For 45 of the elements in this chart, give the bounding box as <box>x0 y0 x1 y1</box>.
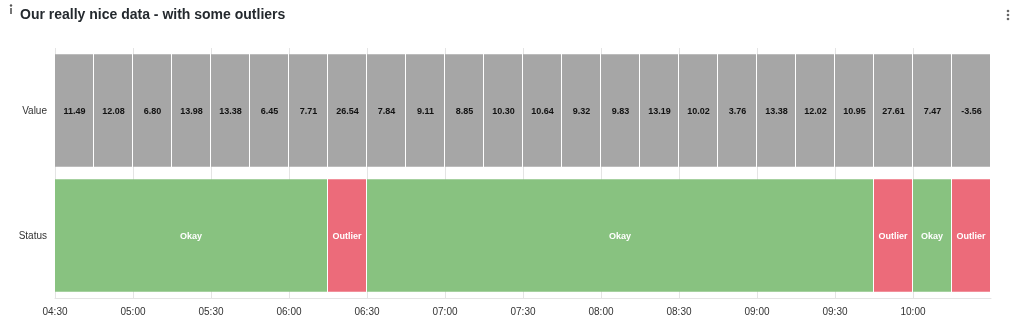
annotation: 12.08 <box>102 105 125 116</box>
x-tick-label: 08:30 <box>666 305 692 317</box>
x-tick-label: 05:30 <box>198 305 224 317</box>
annotation: 10.02 <box>687 105 710 116</box>
y-tick-label: Status <box>18 230 47 241</box>
annotation: 8.85 <box>455 105 474 116</box>
annotation: 9.83 <box>611 105 630 116</box>
x-tick-label: 06:00 <box>276 305 302 317</box>
x-tick-label: 08:00 <box>588 305 614 317</box>
x-tick-label: 04:30 <box>42 305 68 317</box>
annotation: 6.80 <box>143 105 162 116</box>
x-tick-label: 05:00 <box>120 305 146 317</box>
data-label: Okay <box>920 230 944 241</box>
x-tick-label: 09:30 <box>822 305 848 317</box>
data-label: Outlier <box>332 230 362 241</box>
annotation: 9.32 <box>572 105 591 116</box>
x-tick-label: 07:00 <box>432 305 458 317</box>
annotation: 13.98 <box>180 105 203 116</box>
annotation: 11.49 <box>63 105 86 116</box>
x-tick-label: 09:00 <box>744 305 770 317</box>
annotation: 9.11 <box>416 105 435 116</box>
x-tick-label: 10:00 <box>900 305 926 317</box>
annotation: 12.02 <box>804 105 827 116</box>
annotation: 7.47 <box>923 105 942 116</box>
annotation: 10.95 <box>843 105 866 116</box>
y-tick-label: Value <box>22 105 48 116</box>
annotation: 7.71 <box>299 105 318 116</box>
annotation: 13.38 <box>219 105 242 116</box>
annotation: -3.56 <box>961 105 982 116</box>
annotation: 13.38 <box>765 105 788 116</box>
data-label: Okay <box>608 230 632 241</box>
annotation: 10.30 <box>492 105 515 116</box>
data-label: Outlier <box>878 230 908 241</box>
chart-title: Our really nice data - with some outliers <box>20 6 286 22</box>
x-tick-label: 07:30 <box>510 305 536 317</box>
x-tick-label: 06:30 <box>354 305 380 317</box>
annotation: 13.19 <box>648 105 671 116</box>
data-label: Okay <box>179 230 203 241</box>
annotation: 3.76 <box>728 105 747 116</box>
annotation: 7.84 <box>377 105 396 116</box>
annotation: 10.64 <box>531 105 554 116</box>
data-label: Outlier <box>956 230 986 241</box>
annotation: 6.45 <box>260 105 279 116</box>
annotation: 26.54 <box>336 105 359 116</box>
annotation: 27.61 <box>882 105 905 116</box>
